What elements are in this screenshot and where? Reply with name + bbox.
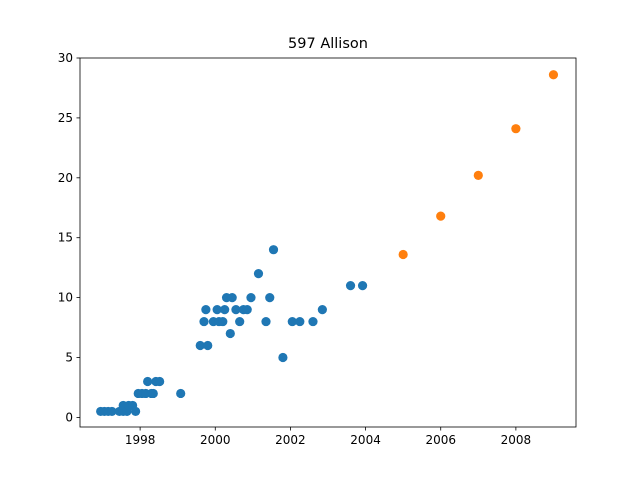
data-point-series-1 bbox=[357, 281, 368, 291]
data-point-series-1 bbox=[107, 406, 117, 417]
data-point-series-2 bbox=[548, 70, 559, 80]
chart-title: 597 Allison bbox=[288, 36, 368, 52]
data-point-series-2 bbox=[473, 170, 483, 181]
y-tick-label: 25 bbox=[58, 111, 73, 125]
data-point-series-1 bbox=[199, 316, 209, 327]
x-tick-label: 2000 bbox=[200, 433, 231, 447]
data-points bbox=[96, 70, 559, 417]
plot-frame bbox=[79, 57, 577, 428]
x-tick-label: 1998 bbox=[125, 433, 156, 447]
data-point-series-1 bbox=[235, 316, 245, 327]
x-tick-label: 2008 bbox=[501, 433, 532, 447]
data-point-series-1 bbox=[201, 304, 211, 315]
data-point-series-1 bbox=[225, 328, 235, 339]
x-axis: 1998 2000 2002 2004 2006 2008 bbox=[125, 427, 531, 447]
data-point-series-1 bbox=[345, 281, 356, 291]
data-point-series-1 bbox=[253, 269, 264, 279]
x-tick-label: 2004 bbox=[350, 433, 381, 447]
data-point-series-1 bbox=[148, 388, 158, 399]
data-point-series-1 bbox=[308, 316, 318, 327]
y-tick-label: 0 bbox=[65, 410, 73, 424]
y-tick-label: 10 bbox=[58, 291, 73, 305]
data-point-series-2 bbox=[398, 249, 408, 260]
data-point-series-1 bbox=[278, 352, 288, 363]
data-point-series-1 bbox=[143, 376, 153, 387]
data-point-series-1 bbox=[131, 406, 141, 417]
x-tick-label: 2006 bbox=[425, 433, 456, 447]
data-point-series-1 bbox=[218, 316, 228, 327]
y-tick-label: 15 bbox=[58, 231, 73, 245]
y-axis: 0 5 10 15 20 25 30 bbox=[58, 51, 80, 424]
data-point-series-1 bbox=[220, 304, 230, 315]
y-tick-label: 30 bbox=[58, 51, 73, 65]
data-point-series-1 bbox=[287, 316, 297, 327]
data-point-series-1 bbox=[317, 304, 327, 315]
data-point-series-1 bbox=[227, 293, 237, 303]
data-point-series-1 bbox=[195, 340, 205, 351]
data-point-series-1 bbox=[176, 388, 186, 399]
data-point-series-1 bbox=[155, 376, 165, 387]
data-point-series-1 bbox=[231, 304, 241, 315]
data-point-series-1 bbox=[261, 316, 271, 327]
x-tick-label: 2002 bbox=[275, 433, 306, 447]
y-tick-label: 5 bbox=[65, 351, 73, 365]
data-point-series-1 bbox=[203, 340, 213, 351]
data-point-series-2 bbox=[436, 211, 446, 221]
y-tick-label: 20 bbox=[58, 171, 73, 185]
data-point-series-2 bbox=[511, 124, 521, 134]
data-point-series-1 bbox=[242, 304, 252, 315]
data-point-series-1 bbox=[212, 304, 222, 315]
data-point-series-1 bbox=[295, 316, 305, 327]
data-point-series-1 bbox=[246, 293, 256, 303]
data-point-series-1 bbox=[265, 293, 275, 303]
data-point-series-1 bbox=[268, 245, 279, 255]
